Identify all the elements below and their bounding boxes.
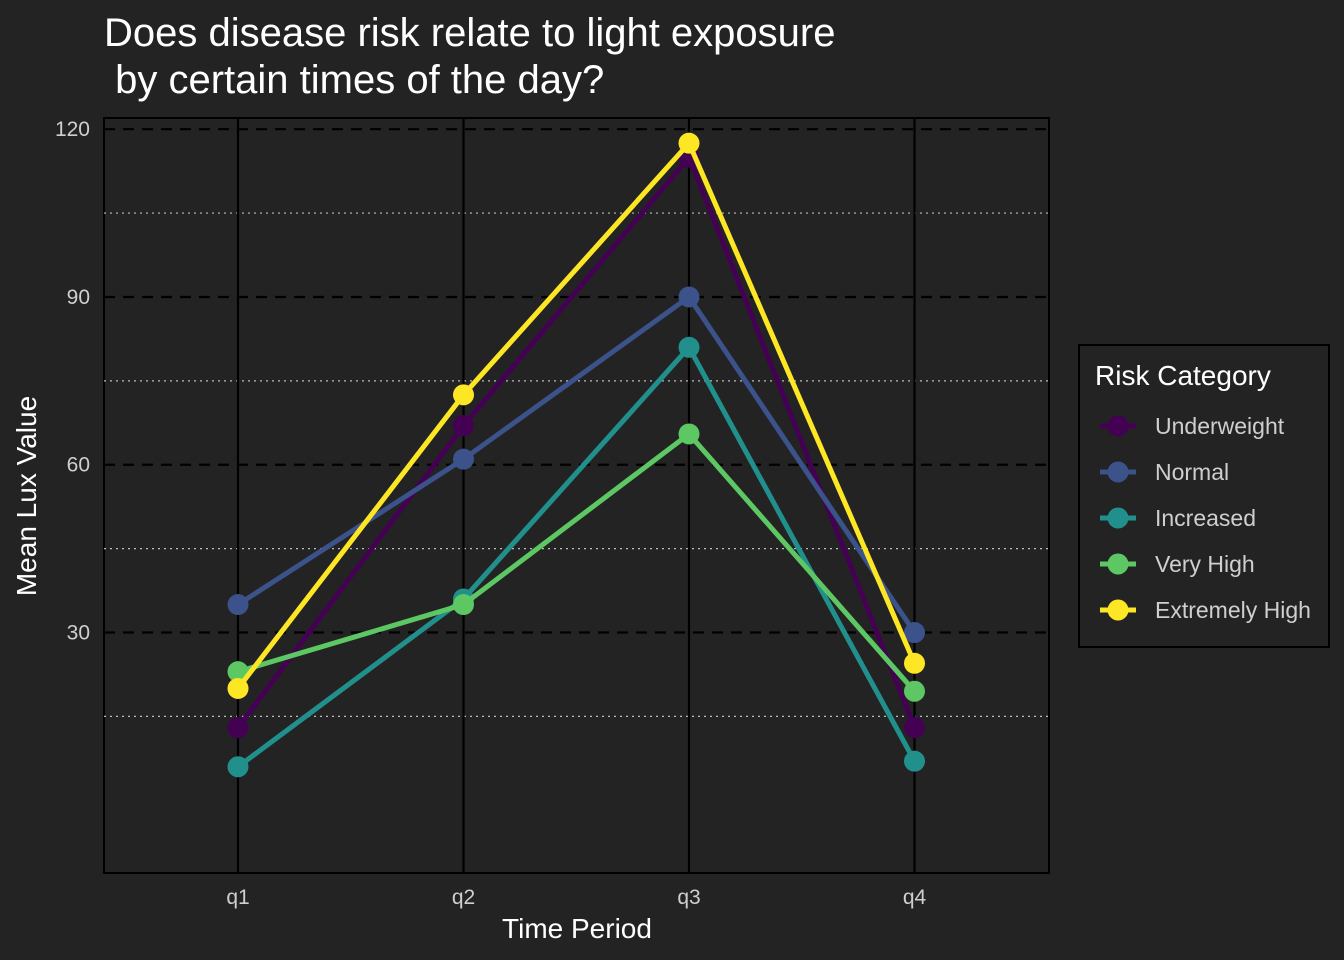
x-axis-title: Time Period [502,913,652,944]
legend: Risk Category Underweight Normal Increased V… [1078,344,1330,648]
legend-item: Normal [1100,459,1229,485]
data-point [904,680,925,702]
series-line [237,431,917,693]
legend-item: Increased [1100,505,1256,531]
data-point [227,717,249,739]
series-line [235,154,917,730]
y-tick-label: 60 [67,454,90,477]
data-point [227,677,249,699]
data-point [678,286,700,308]
data-point [904,750,925,772]
legend-title: Risk Category [1095,360,1271,391]
series-4 [227,132,925,699]
data-point [227,661,249,683]
legend-key-point [1107,461,1129,483]
legend-item: Very High [1100,551,1255,577]
legend-label: Very High [1155,551,1255,577]
legend-item: Underweight [1100,413,1285,439]
data-point [678,423,700,445]
legend-key-point [1107,599,1129,621]
x-tick-label: q2 [452,886,475,909]
x-tick-label: q4 [903,886,927,909]
chart-title-line-2: by certain times of the day? [104,58,604,102]
legend-item: Extremely High [1100,597,1311,623]
x-tick-label: q1 [226,886,249,909]
legend-label: Normal [1155,459,1229,485]
series-1 [227,286,925,644]
legend-key-point [1107,415,1129,437]
data-point [453,384,474,406]
chart-title-line-1: Does disease risk relate to light exposu… [104,11,835,55]
legend-label: Extremely High [1155,597,1311,623]
data-point [227,756,249,778]
plot-area: 30 60 90 120 q1 q2 q3 q4 [55,117,1050,909]
data-point [904,717,925,739]
y-tick-label: 30 [67,622,90,645]
y-tick-label: 90 [67,286,90,309]
legend-label: Underweight [1155,413,1285,439]
data-point [227,594,249,616]
legend-label: Increased [1155,505,1256,531]
series-line [236,344,917,769]
data-point [904,652,925,674]
legend-key-point [1107,507,1129,529]
data-point [453,415,474,437]
x-tick-label: q3 [677,886,700,909]
data-point [453,594,474,616]
y-tick-label: 120 [55,118,90,141]
y-axis-title: Mean Lux Value [11,396,42,596]
series-3 [227,423,925,702]
data-point [678,336,700,358]
data-point [453,448,474,470]
data-point [904,622,925,644]
series-line [236,140,917,690]
legend-box [1078,344,1330,648]
series-line [236,294,917,634]
legend-key-point [1107,553,1129,575]
data-point [678,132,700,154]
